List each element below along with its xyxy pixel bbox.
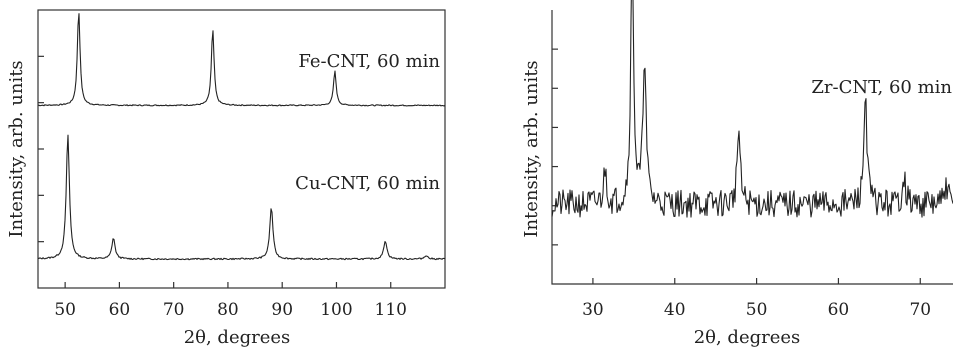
zr-cnt-label: Zr-CNT, 60 min: [811, 77, 952, 98]
right-plot-frame: [551, 10, 953, 285]
right-x-axis-title: 2θ, degrees: [694, 327, 801, 347]
left-x-axis-title: 2θ, degrees: [184, 327, 291, 347]
left-x-tick-label: 110: [375, 300, 407, 320]
right-y-ticks: [552, 48, 558, 246]
left-x-tick-label: 90: [271, 300, 293, 320]
right-x-tick-label: 30: [582, 300, 604, 320]
left-y-axis-title: Intensity, arb. units: [6, 60, 27, 237]
left-x-tick-label: 50: [54, 300, 76, 320]
left-x-ticks: 50 60 70 80 90 100 110: [54, 282, 407, 320]
left-x-tick-label: 80: [217, 300, 239, 320]
left-x-tick-label: 70: [163, 300, 185, 320]
fe-cnt-trace: [37, 13, 446, 107]
right-x-tick-label: 40: [664, 300, 686, 320]
left-x-tick-label: 60: [109, 300, 131, 320]
right-x-tick-label: 70: [909, 300, 931, 320]
left-panel: 50 60 70 80 90 100 110 Fe-CNT, 60 min Cu-CNT, …: [6, 9, 446, 347]
cu-cnt-label: Cu-CNT, 60 min: [295, 173, 440, 194]
left-x-tick-label: 100: [320, 300, 352, 320]
fe-cnt-label: Fe-CNT, 60 min: [298, 51, 440, 72]
cu-cnt-trace: [37, 134, 446, 261]
right-panel: 30 40 50 60 70 Zr-CNT, 60 min 2θ, degrees In…: [521, 0, 953, 347]
zr-cnt-trace: [551, 0, 953, 218]
right-y-axis-title: Intensity, arb. units: [521, 60, 542, 237]
right-x-tick-label: 60: [828, 300, 850, 320]
right-x-tick-label: 50: [746, 300, 768, 320]
right-x-ticks: 30 40 50 60 70: [582, 278, 931, 320]
left-y-ticks: [38, 55, 44, 243]
